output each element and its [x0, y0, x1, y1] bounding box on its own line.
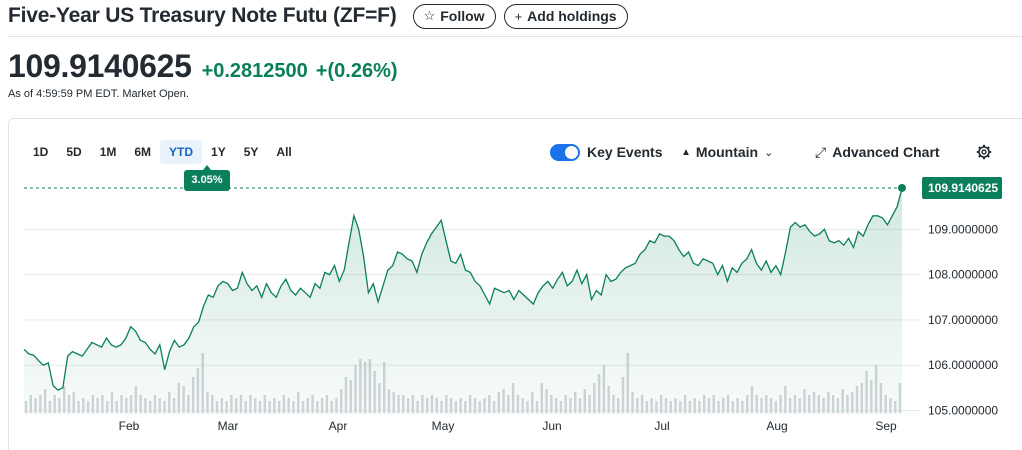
- ytd-change-badge: 3.05%: [184, 165, 230, 191]
- range-tab-ytd[interactable]: YTD: [160, 140, 203, 164]
- chart-type-dropdown[interactable]: ▲ Mountain ⌄: [681, 141, 773, 163]
- last-price-tag-text: 109.9140625: [928, 181, 998, 195]
- range-tab-1m[interactable]: 1M: [99, 145, 117, 159]
- x-axis-labels: Feb Mar Apr May Jun Jul Aug Sep: [119, 419, 897, 433]
- title-row: Five-Year US Treasury Note Futu (ZF=F) ☆…: [8, 0, 628, 32]
- range-tab-1y[interactable]: 1Y: [211, 145, 226, 159]
- x-tick-label: Aug: [766, 419, 787, 433]
- range-tab-6m[interactable]: 6M: [134, 145, 152, 159]
- star-outline-icon: ☆: [423, 8, 436, 23]
- settings-button[interactable]: [976, 141, 992, 163]
- x-tick-label: Jun: [542, 419, 561, 433]
- header-divider: [8, 36, 1022, 37]
- range-tab-all[interactable]: All: [276, 145, 292, 159]
- x-tick-label: Sep: [875, 419, 897, 433]
- y-tick-label: 109.0000000: [928, 222, 998, 236]
- gear-icon: [976, 144, 992, 160]
- key-events-label: Key Events: [587, 144, 663, 160]
- x-tick-label: Mar: [218, 419, 239, 433]
- x-tick-label: May: [432, 419, 455, 433]
- mountain-icon: ▲: [681, 146, 691, 158]
- y-tick-label: 105.0000000: [928, 403, 998, 417]
- advanced-chart-button[interactable]: ⤢ Advanced Chart: [815, 141, 940, 163]
- range-tab-5y[interactable]: 5Y: [243, 145, 259, 159]
- range-tab-1d[interactable]: 1D: [33, 145, 49, 159]
- plus-icon: +: [514, 8, 523, 24]
- y-tick-label: 106.0000000: [928, 358, 998, 372]
- range-tab-5d[interactable]: 5D: [66, 145, 82, 159]
- expand-icon: ⤢: [815, 143, 827, 160]
- toggle-switch[interactable]: [550, 143, 580, 161]
- x-tick-label: Apr: [329, 419, 348, 433]
- y-axis-labels: 109.0000000 108.0000000 107.0000000 106.000…: [928, 222, 998, 417]
- advanced-chart-label: Advanced Chart: [832, 144, 940, 160]
- last-price: 109.9140625: [8, 48, 192, 84]
- x-tick-label: Jul: [654, 419, 669, 433]
- price-line: [23, 188, 903, 391]
- quote-row: 109.9140625 +0.2812500 +(0.26%): [8, 48, 398, 85]
- key-events-toggle[interactable]: Key Events: [550, 141, 662, 163]
- page-title: Five-Year US Treasury Note Futu (ZF=F): [8, 4, 397, 27]
- price-change-percent: +(0.26%): [315, 60, 398, 82]
- follow-button[interactable]: ☆ Follow: [412, 3, 496, 29]
- y-tick-label: 107.0000000: [928, 313, 998, 327]
- follow-label: Follow: [440, 8, 485, 24]
- price-change: +0.2812500: [201, 60, 308, 82]
- last-price-tag: 109.9140625: [922, 176, 1002, 199]
- chart-type-label: Mountain: [695, 144, 759, 160]
- chart-card: [8, 118, 1022, 450]
- last-price-marker: [898, 183, 906, 192]
- add-holdings-button[interactable]: + Add holdings: [503, 3, 628, 29]
- range-tabs: 1D 5D 1M 6M YTD 1Y 5Y All: [24, 140, 301, 164]
- price-area: [24, 188, 902, 415]
- add-holdings-label: Add holdings: [527, 8, 617, 24]
- as-of-timestamp: As of 4:59:59 PM EDT. Market Open.: [8, 88, 189, 100]
- y-tick-label: 108.0000000: [928, 268, 998, 282]
- last-price-tag-bg: [922, 176, 1002, 199]
- chevron-down-icon: ⌄: [764, 146, 774, 159]
- x-tick-label: Feb: [119, 419, 140, 433]
